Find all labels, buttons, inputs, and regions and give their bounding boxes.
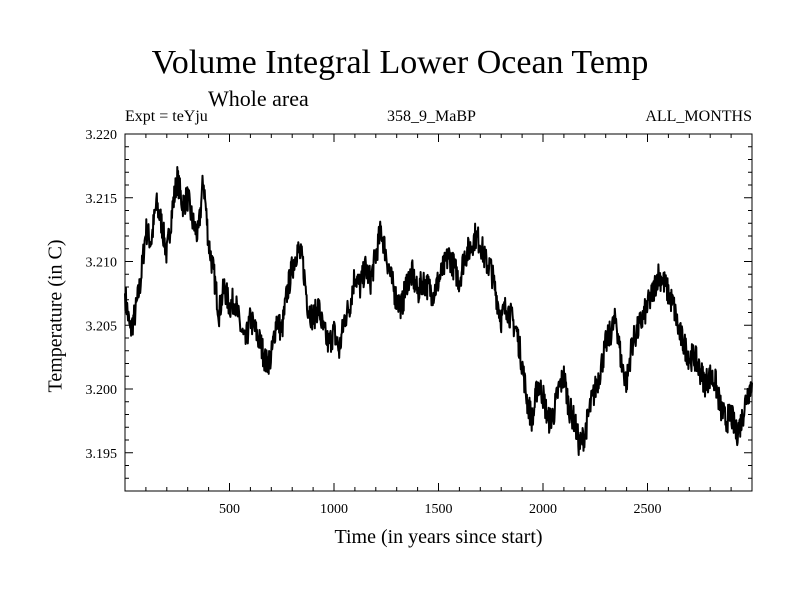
- x-tick-label: 1000: [320, 502, 348, 517]
- y-tick-label: 3.195: [86, 447, 118, 462]
- x-tick-label: 2000: [529, 502, 557, 517]
- x-axis-label: Time (in years since start): [334, 526, 543, 548]
- y-tick-label: 3.220: [86, 128, 118, 143]
- y-tick-label: 3.215: [86, 192, 118, 207]
- y-tick-label: 3.205: [86, 319, 118, 334]
- plot-frame: [124, 133, 753, 492]
- series-line: [124, 166, 753, 456]
- x-tick-label: 500: [219, 502, 240, 517]
- months-label: ALL_MONTHS: [645, 108, 752, 125]
- chart-title: Volume Integral Lower Ocean Temp: [151, 44, 649, 81]
- period-label: 358_9_MaBP: [387, 108, 476, 125]
- x-tick-label: 1500: [425, 502, 453, 517]
- x-tick-label: 2500: [634, 502, 662, 517]
- axis-tick-labels: 500 1000 1500 2000 2500 3.195 3.200 3.205 3.210 3…: [86, 128, 662, 517]
- chart-subtitle: Whole area: [208, 86, 309, 111]
- y-tick-label: 3.210: [86, 256, 118, 271]
- expt-label: Expt = teYju: [125, 108, 208, 125]
- y-tick-label: 3.200: [86, 383, 118, 398]
